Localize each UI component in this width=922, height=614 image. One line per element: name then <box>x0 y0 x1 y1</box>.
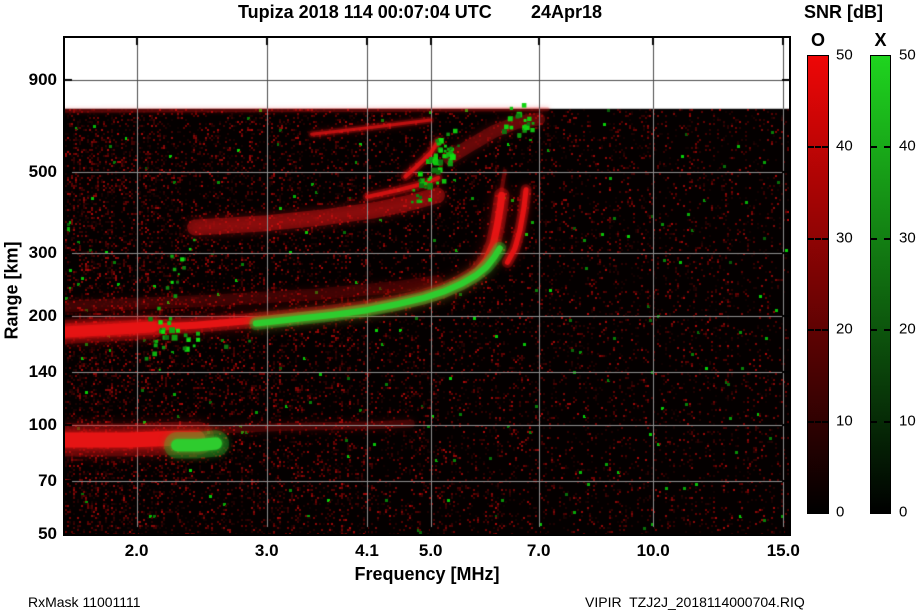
y-tick-label: 900 <box>28 70 57 90</box>
y-tick-label: 300 <box>28 242 57 262</box>
colorbar-level-mark <box>808 237 828 240</box>
y-tick-label: 500 <box>28 162 57 182</box>
y-tick-label: 50 <box>38 524 57 543</box>
rxmask-annotation: RxMask 11001111 <box>28 594 141 610</box>
colorbar-tick-label: 50 <box>899 46 916 64</box>
colorbar-tick-label: 30 <box>899 229 916 247</box>
colorbar-level-mark <box>871 237 890 240</box>
colorbar-o-label: O <box>810 30 825 50</box>
colorbar-tick-label: 30 <box>836 229 853 247</box>
colorbar-level-mark <box>808 420 828 423</box>
x-tick-label: 10.0 <box>636 541 670 560</box>
colorbar-level-mark <box>871 146 890 149</box>
colorbar-level-mark <box>808 329 828 332</box>
colorbar-tick-label: 20 <box>836 320 853 338</box>
colorbar-o-gradient <box>807 55 829 514</box>
colorbar-level-mark <box>871 420 890 423</box>
x-axis-title: Frequency [MHz] <box>354 564 500 584</box>
plot-date: 24Apr18 <box>531 2 603 22</box>
colorbar-tick-label: 40 <box>836 137 853 155</box>
colorbar-tick-label: 0 <box>899 503 908 521</box>
x-tick-label: 5.0 <box>418 541 443 560</box>
colorbar-x-gradient <box>870 55 891 514</box>
colorbar-tick-label: 50 <box>836 46 853 64</box>
source-file-annotation: VIPIR TZJ2J_2018114000704.RIQ <box>585 594 805 610</box>
plot-area <box>63 36 791 536</box>
y-tick-label: 100 <box>28 415 57 435</box>
colorbar-level-mark <box>871 329 890 332</box>
colorbar-title: SNR [dB] <box>804 2 883 22</box>
colorbar-tick-label: 20 <box>899 320 916 338</box>
colorbar-tick-label: 10 <box>899 412 916 430</box>
x-tick-label: 7.0 <box>526 541 551 560</box>
colorbar-tick-label: 10 <box>836 412 853 430</box>
plot-title: Tupiza 2018 114 00:07:04 UTC <box>238 2 492 22</box>
x-tick-label: 15.0 <box>766 541 800 560</box>
y-tick-label: 140 <box>28 362 57 382</box>
colorbar-x-label: X <box>874 30 887 50</box>
colorbar-tick-label: 40 <box>899 137 916 155</box>
x-tick-label: 2.0 <box>124 541 149 560</box>
colorbar-tick-label: 0 <box>836 503 845 521</box>
y-tick-label: 70 <box>38 471 57 491</box>
colorbar-level-mark <box>808 146 828 149</box>
x-tick-label: 3.0 <box>254 541 279 560</box>
ionogram-canvas <box>65 38 789 534</box>
y-tick-label: 200 <box>28 306 57 326</box>
y-axis-title: Range [km] <box>1 241 22 340</box>
x-tick-label: 4.1 <box>355 541 379 560</box>
